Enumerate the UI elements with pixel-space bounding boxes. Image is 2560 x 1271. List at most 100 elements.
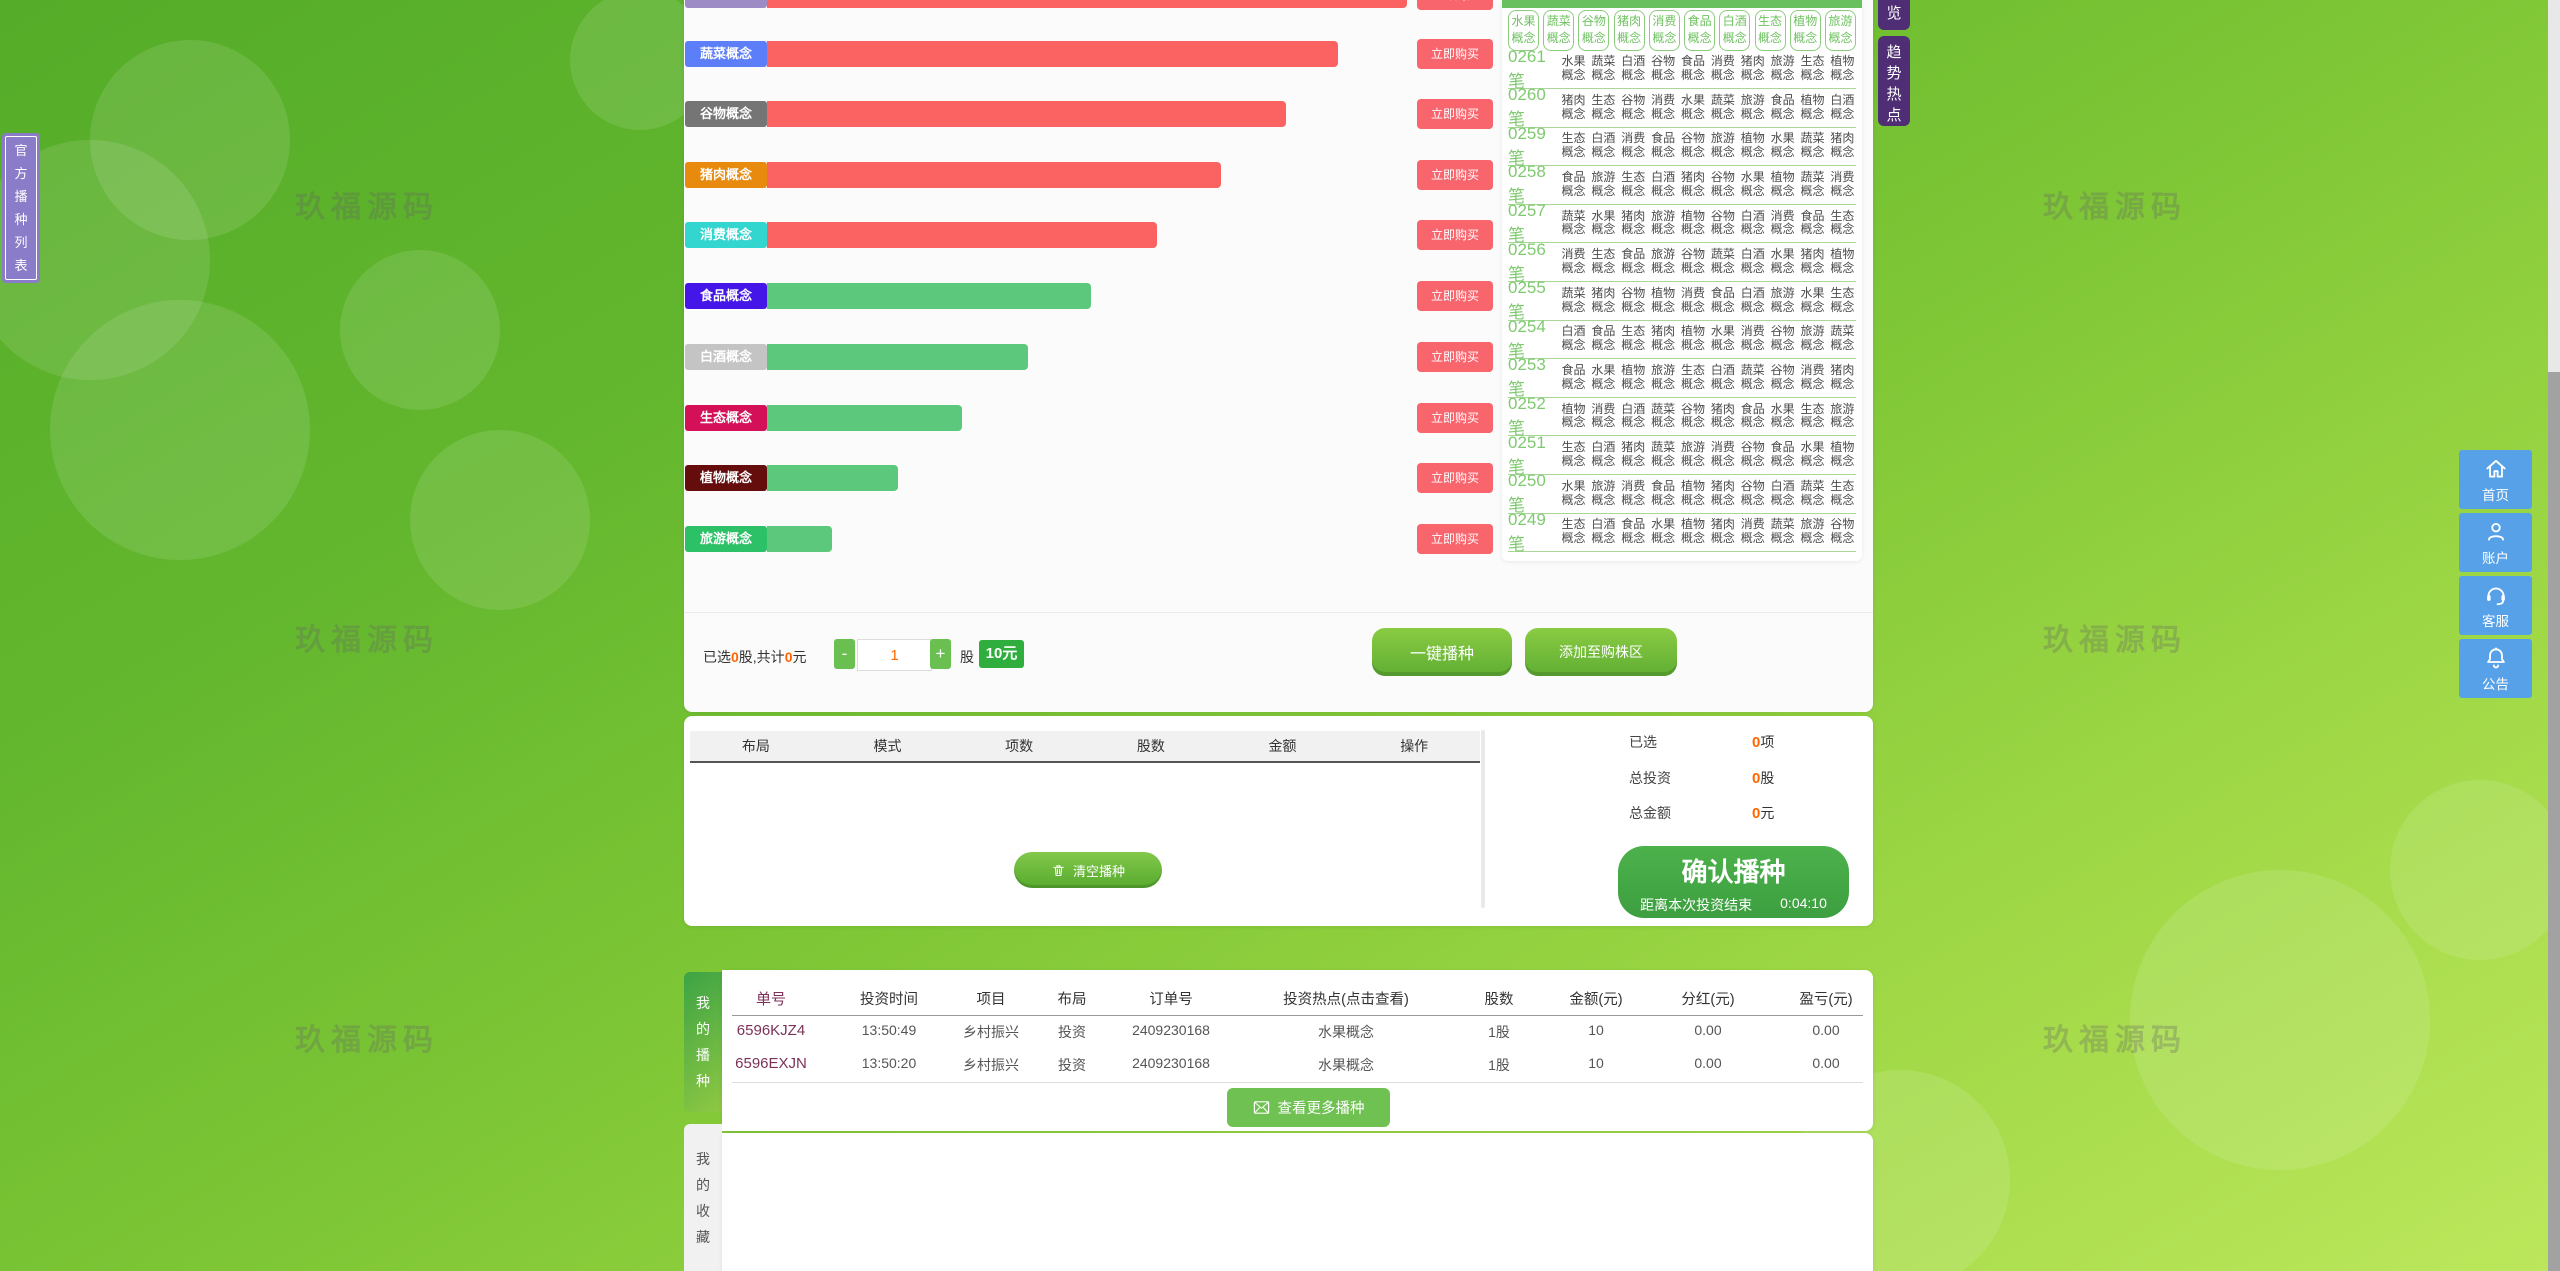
record-count: 0250笔 [1508, 471, 1546, 516]
qty-plus-button[interactable]: + [930, 639, 951, 669]
tag-header-chip[interactable]: 白酒概念 [1719, 10, 1751, 51]
record-tags: 水果概念 旅游概念 消费概念 食品概念 植物概念 猪肉概念 谷物概念 白酒概念 蔬菜概念 生态概念 [1560, 478, 1856, 508]
tag-header-chip[interactable]: 旅游概念 [1824, 10, 1856, 51]
record-row[interactable]: 0250笔 水果概念 旅游概念 消费概念 食品概念 植物概念 猪肉概念 谷物概念 白酒概念 蔬菜概… [1508, 471, 1856, 515]
record-tag: 猪肉概念 [1651, 324, 1676, 353]
nav-tile-公告[interactable]: 公告 [2459, 639, 2532, 698]
record-row[interactable]: 0254笔 白酒概念 食品概念 生态概念 猪肉概念 植物概念 水果概念 消费概念 谷物概念 旅游概… [1508, 317, 1856, 361]
order-id-cell[interactable]: 6596KJZ4 [736, 1022, 806, 1039]
record-count: 0259笔 [1508, 123, 1546, 168]
record-row[interactable]: 0253笔 食品概念 水果概念 植物概念 旅游概念 生态概念 白酒概念 蔬菜概念 谷物概念 消费概… [1508, 355, 1856, 399]
official-sowing-list-tab[interactable]: 官方播种列表 [2, 133, 40, 283]
record-tag: 谷物概念 [1621, 92, 1646, 121]
buy-now-button[interactable]: 立即购买 [1417, 99, 1493, 129]
record-tag: 白酒概念 [1591, 440, 1616, 468]
record-row[interactable]: 0252笔 植物概念 消费概念 白酒概念 蔬菜概念 谷物概念 猪肉概念 食品概念 水果概念 生态概… [1508, 393, 1856, 438]
buy-now-button[interactable]: 立即购买 [1417, 281, 1493, 311]
record-tag: 白酒概念 [1740, 247, 1765, 275]
trend-hotspot-float-tab[interactable]: 趋势热点 [1878, 36, 1910, 126]
record-tags: 蔬菜概念 水果概念 猪肉概念 旅游概念 植物概念 谷物概念 白酒概念 消费概念 食品概念 生态概念 [1560, 208, 1856, 238]
seeds-cell: 0.00 [1694, 1055, 1722, 1071]
one-click-sow-button[interactable]: 一键播种 [1372, 628, 1512, 676]
record-row[interactable]: 0261笔 水果概念 蔬菜概念 白酒概念 谷物概念 食品概念 消费概念 猪肉概念 旅游概念 生态概… [1508, 47, 1856, 91]
record-row[interactable]: 0260笔 猪肉概念 生态概念 谷物概念 消费概念 水果概念 蔬菜概念 旅游概念 食品概念 植物概… [1508, 85, 1856, 129]
buy-now-button[interactable]: 立即购买 [1417, 403, 1493, 433]
my-favorites-tab[interactable]: 我的收藏 [684, 1124, 722, 1271]
buy-now-button[interactable]: 立即购买 [1417, 0, 1493, 10]
summary-value: 0元 [1752, 805, 1775, 822]
record-tag: 蔬菜概念 [1561, 285, 1586, 314]
nav-tile-客服[interactable]: 客服 [2459, 576, 2532, 635]
record-tag: 猪肉概念 [1800, 247, 1825, 275]
record-row[interactable]: 0258笔 食品概念 旅游概念 生态概念 白酒概念 猪肉概念 谷物概念 水果概念 植物概念 蔬菜概… [1508, 162, 1856, 206]
scrollbar-thumb[interactable] [2548, 372, 2560, 1271]
record-row[interactable]: 0257笔 蔬菜概念 水果概念 猪肉概念 旅游概念 植物概念 谷物概念 白酒概念 消费概念 食品概… [1508, 201, 1856, 245]
my-seeds-tab[interactable]: 我的播种 [684, 972, 722, 1112]
tag-header-chip[interactable]: 水果概念 [1508, 10, 1539, 51]
tag-header-chip[interactable]: 生态概念 [1754, 10, 1786, 51]
record-row[interactable]: 0255笔 蔬菜概念 猪肉概念 谷物概念 植物概念 消费概念 食品概念 白酒概念 旅游概念 水果概… [1508, 278, 1856, 322]
tag-header-chip[interactable]: 猪肉概念 [1613, 10, 1645, 51]
buy-now-button[interactable]: 立即购买 [1417, 463, 1493, 493]
buy-now-button[interactable]: 立即购买 [1417, 524, 1493, 554]
record-row[interactable]: 0256笔 消费概念 生态概念 食品概念 旅游概念 谷物概念 蔬菜概念 白酒概念 水果概念 猪肉概… [1508, 240, 1856, 284]
nav-tile-首页[interactable]: 首页 [2459, 450, 2532, 509]
record-tag: 消费概念 [1621, 131, 1646, 160]
record-row[interactable]: 0259笔 生态概念 白酒概念 消费概念 食品概念 谷物概念 旅游概念 植物概念 水果概念 蔬菜概… [1508, 123, 1856, 168]
record-tag: 白酒概念 [1621, 54, 1646, 82]
record-tag: 生态概念 [1830, 208, 1855, 237]
record-count: 0252笔 [1508, 393, 1546, 438]
buy-now-button[interactable]: 立即购买 [1417, 342, 1493, 372]
hot-concept-row: 猪肉概念 立即购买 [684, 160, 1873, 190]
record-tag: 消费概念 [1740, 517, 1765, 546]
record-row[interactable]: 0251笔 生态概念 白酒概念 猪肉概念 蔬菜概念 旅游概念 消费概念 谷物概念 食品概念 水果概… [1508, 433, 1856, 477]
buy-now-button[interactable]: 立即购买 [1417, 39, 1493, 69]
qty-minus-button[interactable]: - [834, 639, 855, 669]
buy-now-button[interactable]: 立即购买 [1417, 220, 1493, 250]
record-row[interactable]: 0249笔 生态概念 白酒概念 食品概念 水果概念 植物概念 猪肉概念 消费概念 蔬菜概念 旅游概… [1508, 510, 1856, 554]
buy-now-button[interactable]: 立即购买 [1417, 160, 1493, 190]
nav-tile-账户[interactable]: 账户 [2459, 513, 2532, 572]
record-tag: 植物概念 [1830, 247, 1855, 275]
order-id-cell[interactable]: 6596EXJN [735, 1055, 807, 1072]
cart-column-header: 布局 [741, 738, 770, 754]
concept-bar [767, 101, 1286, 127]
watermark: 玖福源码 [295, 1024, 439, 1057]
summary-label: 总金额 [1629, 805, 1671, 821]
record-tag: 生态概念 [1561, 440, 1586, 468]
bokeh-circle [2130, 870, 2430, 1170]
record-tag: 食品概念 [1680, 54, 1705, 82]
overview-float-tab[interactable]: 览 [1878, 0, 1910, 30]
tag-header-chip[interactable]: 食品概念 [1684, 10, 1716, 51]
record-tag: 植物概念 [1680, 324, 1705, 353]
clear-sowing-button[interactable]: 清空播种 [1014, 852, 1162, 888]
concept-label: 生态概念 [685, 405, 767, 431]
concept-label: 猪肉概念 [685, 162, 767, 188]
qty-input[interactable] [857, 639, 932, 671]
record-tag: 谷物概念 [1710, 170, 1735, 198]
seeds-cell: 0.00 [1812, 1055, 1840, 1071]
record-tag: 植物概念 [1680, 517, 1705, 546]
record-tags: 生态概念 白酒概念 消费概念 食品概念 谷物概念 旅游概念 植物概念 水果概念 蔬菜概念 猪肉概念 [1560, 132, 1856, 160]
hot-concept-row: 生态概念 立即购买 [684, 403, 1873, 433]
confirm-sowing-button[interactable]: 确认播种 距离本次投资结束 0:04:10 [1618, 846, 1849, 918]
watermark: 玖福源码 [2043, 191, 2187, 224]
hotspot-cell[interactable]: 水果概念 [1318, 1057, 1374, 1073]
nav-tile-label: 公告 [2482, 676, 2509, 692]
record-tag: 白酒概念 [1740, 285, 1765, 314]
record-tag: 旅游概念 [1591, 170, 1616, 198]
record-tag: 生态概念 [1621, 324, 1646, 353]
tag-header-chip[interactable]: 谷物概念 [1578, 10, 1610, 51]
record-tags: 食品概念 水果概念 植物概念 旅游概念 生态概念 白酒概念 蔬菜概念 谷物概念 消费概念 猪肉概念 [1560, 363, 1856, 392]
view-more-seeds-button[interactable]: 查看更多播种 [1227, 1088, 1390, 1127]
record-tag: 猪肉概念 [1830, 131, 1855, 160]
hotspot-cell[interactable]: 水果概念 [1318, 1024, 1374, 1040]
record-tag: 生态概念 [1830, 285, 1855, 314]
tag-header-chip[interactable]: 植物概念 [1789, 10, 1821, 51]
tag-header-chip[interactable]: 消费概念 [1648, 10, 1680, 51]
record-tag: 生态概念 [1591, 92, 1616, 121]
record-tag: 生态概念 [1800, 401, 1825, 430]
record-tag: 消费概念 [1621, 478, 1646, 507]
add-to-cart-button[interactable]: 添加至购株区 [1525, 628, 1677, 676]
tag-header-chip[interactable]: 蔬菜概念 [1543, 10, 1575, 51]
